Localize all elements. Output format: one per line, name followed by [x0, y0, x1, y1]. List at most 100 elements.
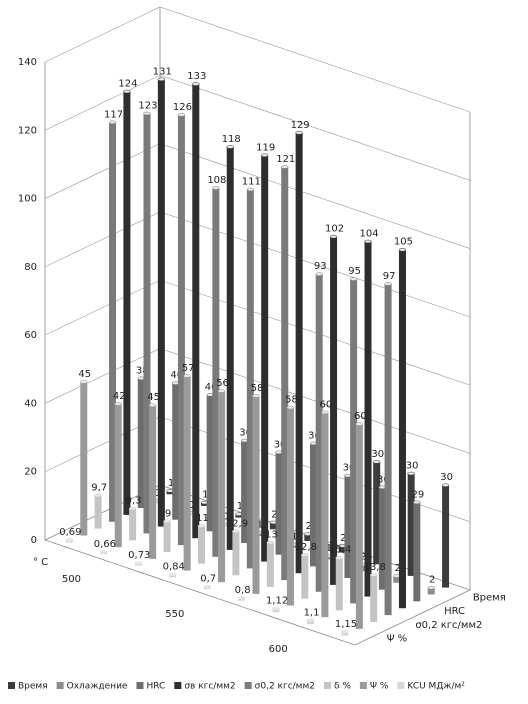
- legend-label: HRC: [146, 682, 165, 692]
- bar: [344, 475, 352, 579]
- legend-label: δ %: [334, 682, 351, 692]
- legend-label: Время: [18, 682, 48, 692]
- value-label: 30: [377, 474, 390, 485]
- value-label: 111: [242, 176, 261, 187]
- y-tick-label: 0: [31, 535, 37, 546]
- depth-tick-label: HRC: [444, 606, 465, 617]
- value-label: 133: [187, 71, 206, 82]
- bar-cap: [128, 506, 137, 511]
- bar-cap: [163, 519, 171, 524]
- bar: [350, 279, 358, 604]
- value-label: 0: [188, 500, 194, 511]
- y-tick-label: 100: [18, 194, 37, 205]
- value-label: 118: [222, 134, 241, 145]
- bar-cap: [260, 153, 269, 158]
- bar: [373, 461, 381, 565]
- grid-line: [44, 6, 471, 113]
- bar-cap: [295, 131, 303, 135]
- value-label: 1,1: [304, 607, 320, 618]
- value-label: 30: [239, 428, 252, 439]
- bar: [129, 508, 137, 541]
- bar: [338, 545, 346, 553]
- bar-cap: [441, 483, 450, 487]
- value-label: 9,3: [126, 496, 142, 507]
- legend-label: σ0,2 кгс/мм2: [255, 682, 315, 692]
- bar: [157, 79, 165, 527]
- bar: [109, 122, 117, 522]
- bar: [413, 502, 421, 602]
- bar: [252, 395, 260, 594]
- value-label: 93: [314, 261, 327, 272]
- value-label: 45: [78, 369, 91, 380]
- value-label: 1: [326, 543, 332, 554]
- bar-cap: [301, 553, 309, 557]
- bar-cap: [281, 165, 289, 169]
- x-tick-label: 550: [165, 609, 184, 620]
- bar: [370, 574, 378, 622]
- bar-cap: [197, 524, 206, 528]
- bar: [163, 521, 171, 552]
- bar: [197, 526, 205, 564]
- bar-cap: [192, 82, 200, 86]
- value-label: 13,8: [364, 562, 386, 573]
- depth-tick-label: Время: [473, 592, 506, 603]
- value-label: 58: [285, 394, 298, 405]
- bar-cap: [134, 561, 143, 565]
- bar-cap: [315, 272, 323, 276]
- value-label: 123: [138, 100, 157, 111]
- value-label: 2: [360, 551, 366, 562]
- bar-cap: [80, 380, 88, 384]
- bar-cap: [252, 394, 260, 398]
- bar-cap: [168, 572, 177, 577]
- bar-cap: [306, 618, 315, 623]
- value-label: 15,4: [329, 545, 351, 556]
- bar-cap: [329, 234, 338, 239]
- x-tick-label: 500: [62, 574, 81, 585]
- bar-cap: [237, 596, 246, 600]
- bar-cap: [407, 471, 415, 476]
- value-label: 1: [168, 478, 174, 489]
- bar: [226, 147, 234, 550]
- value-label: 60: [320, 399, 333, 410]
- bar: [304, 534, 312, 541]
- value-label: 9,7: [91, 483, 107, 494]
- bar: [301, 554, 309, 599]
- value-label: 36: [308, 430, 321, 441]
- bar: [80, 381, 88, 536]
- bar-cap: [157, 77, 166, 82]
- bar-cap: [226, 145, 234, 149]
- value-label: 40: [205, 382, 218, 393]
- value-label: 57: [182, 363, 195, 374]
- value-label: 30: [343, 463, 356, 474]
- bar-cap: [65, 538, 74, 542]
- bar-cap: [349, 277, 358, 281]
- bar-cap: [369, 573, 378, 577]
- bar: [281, 166, 289, 581]
- legend-label: σв кгс/мм2: [184, 682, 235, 692]
- bar: [232, 531, 240, 576]
- grid-line: [44, 279, 471, 386]
- y-tick-label: 20: [24, 467, 37, 478]
- value-label: 104: [359, 228, 378, 239]
- bar: [364, 241, 372, 597]
- bar: [378, 487, 386, 590]
- bar: [275, 452, 283, 555]
- y-tick-label: 120: [18, 125, 37, 136]
- value-label: 102: [325, 224, 344, 235]
- legend-swatch: [397, 682, 405, 689]
- bar-cap: [266, 540, 275, 545]
- bar-cap: [321, 410, 329, 415]
- value-label: 30: [440, 472, 453, 483]
- x-tick-label: 600: [269, 644, 288, 655]
- grid-line: [44, 74, 471, 181]
- bar-cap: [427, 585, 435, 590]
- value-label: 29: [411, 489, 424, 500]
- grid-line: [44, 211, 471, 318]
- bar-cap: [335, 555, 344, 560]
- bar: [212, 188, 220, 557]
- value-label: 121: [276, 154, 295, 165]
- legend-swatch: [136, 682, 144, 689]
- bar-cap: [143, 111, 151, 116]
- value-label: 40: [170, 370, 183, 381]
- value-label: 1,12: [266, 596, 288, 607]
